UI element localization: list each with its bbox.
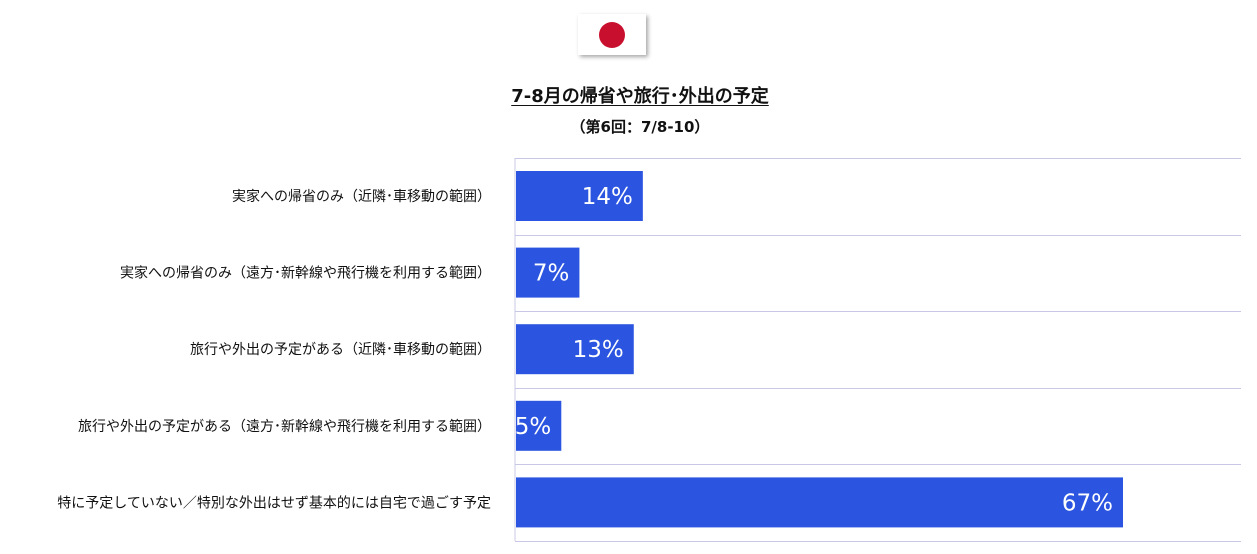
flag-red-disc	[599, 22, 625, 48]
chart-title: 7-8月の帰省や旅行･外出の予定	[511, 86, 769, 107]
data-label: 67%	[1062, 490, 1113, 516]
category-label: 旅行や外出の予定がある（近隣･車移動の範囲）	[190, 341, 491, 358]
bar	[516, 324, 634, 375]
category-label: 旅行や外出の予定がある（遠方･新幹線や飛行機を利用する範囲）	[78, 418, 491, 435]
category-label: 実家への帰省のみ（遠方･新幹線や飛行機を利用する範囲）	[120, 265, 491, 282]
data-label: 13%	[573, 337, 624, 363]
category-label: 特に予定していない／特別な外出はせず基本的には自宅で過ごす予定	[57, 494, 491, 511]
bar	[516, 400, 562, 451]
bar	[516, 477, 1123, 528]
bar	[516, 247, 580, 298]
bar	[516, 171, 643, 221]
data-label: 14%	[582, 184, 633, 210]
data-label: 5%	[515, 414, 552, 440]
data-label: 7%	[533, 261, 570, 287]
category-label: 実家への帰省のみ（近隣･車移動の範囲）	[232, 188, 491, 205]
japan-flag-icon	[578, 14, 646, 55]
chart-subtitle: （第6回：7/8-10）	[570, 118, 710, 136]
